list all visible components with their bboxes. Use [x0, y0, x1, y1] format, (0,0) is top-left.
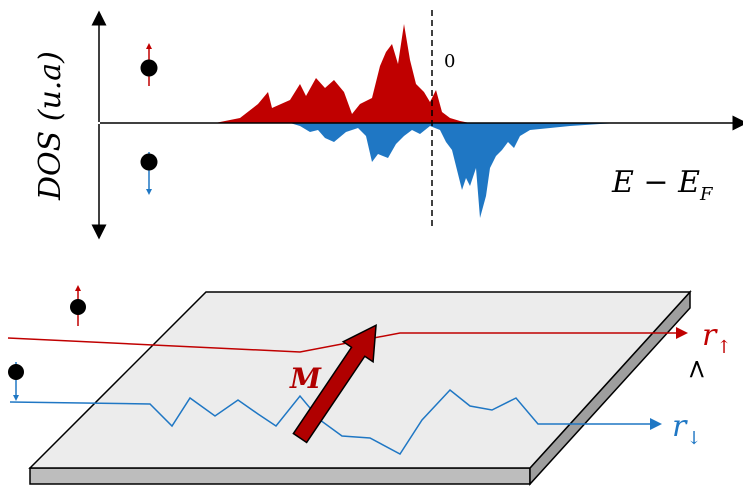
- slab-panel: M r↑ r↓ >: [7, 285, 731, 486]
- spin-up-dos-area: [215, 24, 470, 123]
- slab-spin-up-electron-icon: [70, 285, 86, 326]
- dos-axis-label: DOS (u.a): [33, 51, 68, 201]
- slab-front-face: [29, 467, 531, 485]
- spin-down-path: [9, 388, 662, 455]
- spin-up-electron-icon: [140, 43, 158, 86]
- dos-panel: 0 DOS (u.a) E − EF: [33, 10, 743, 240]
- comparison-symbol: >: [682, 358, 712, 380]
- spin-down-dos-area: [290, 123, 620, 218]
- spin-down-electron-icon: [140, 152, 158, 195]
- magnetization-label: M: [289, 362, 322, 395]
- r-up-label: r↑: [702, 318, 731, 358]
- slab-top-face: [28, 291, 692, 469]
- magnetization-arrow: [292, 323, 377, 444]
- energy-axis-label: E − EF: [611, 165, 714, 205]
- r-down-label: r↓: [672, 409, 701, 449]
- slab-spin-down-electron-icon: [8, 362, 24, 401]
- fermi-level-label: 0: [444, 51, 455, 72]
